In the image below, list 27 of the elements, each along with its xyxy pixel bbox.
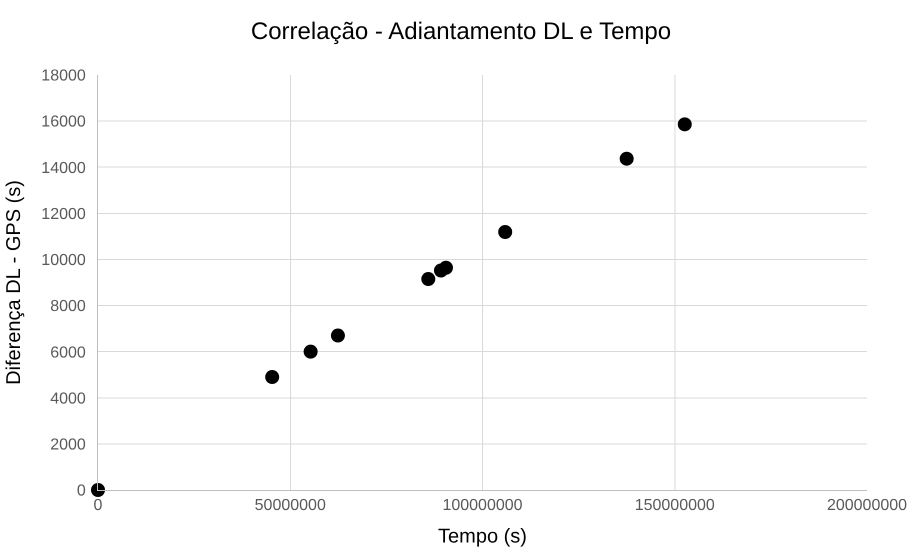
y-tick-label: 14000	[41, 160, 86, 177]
x-tick-label: 100000000	[442, 497, 523, 514]
x-tick-label: 50000000	[254, 497, 326, 514]
point	[498, 225, 512, 240]
point	[91, 483, 105, 497]
point	[265, 370, 280, 384]
y-tick-label: 18000	[41, 68, 86, 85]
y-tick-label: 6000	[50, 344, 86, 362]
y-tick-label: 10000	[41, 252, 86, 270]
x-axis-title: Tempo (s)	[438, 526, 527, 548]
y-tick-label: 8000	[50, 298, 86, 316]
y-axis-title: Diferença DL - GPS (s)	[2, 180, 25, 385]
x-tick-label: 200000000	[826, 497, 908, 514]
chart-title: Correlação - Adiantamento DL e Tempo	[250, 18, 672, 45]
point	[421, 272, 436, 286]
x-tick-label: 0	[94, 497, 103, 514]
y-tick-label: 16000	[41, 114, 86, 131]
point	[620, 152, 634, 166]
y-tick-label: 12000	[41, 206, 86, 223]
y-tick-label: 2000	[50, 436, 86, 454]
point	[304, 344, 318, 359]
point	[438, 260, 453, 275]
point	[678, 117, 692, 132]
y-tick-label: 4000	[50, 390, 86, 408]
point	[330, 328, 345, 343]
x-tick-label: 150000000	[634, 497, 715, 514]
y-tick-label: 0	[76, 482, 86, 500]
